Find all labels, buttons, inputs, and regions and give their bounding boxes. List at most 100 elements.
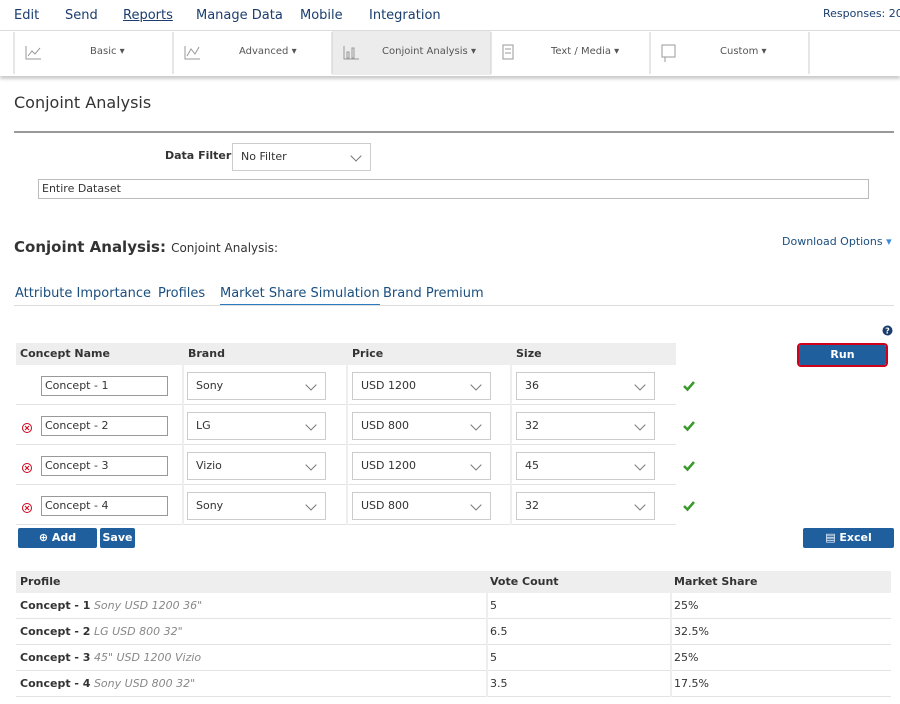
market-share: 25%	[674, 599, 699, 612]
tab[interactable]: Profiles	[158, 286, 206, 301]
column-separator	[510, 485, 512, 525]
profile-cell: Concept - 4 Sony USD 800 32"	[20, 677, 195, 690]
filter-label: Data Filter	[165, 149, 232, 162]
market-share: 32.5%	[674, 625, 709, 638]
attribute-select[interactable]: Sony	[187, 492, 326, 520]
column-separator	[510, 405, 512, 445]
profile-description: 45" USD 1200 Vizio	[93, 651, 202, 664]
column-separator	[510, 365, 512, 405]
toolbar-label: Text / Media	[551, 46, 611, 57]
attribute-select[interactable]: Sony	[187, 372, 326, 400]
column-separator	[670, 671, 672, 697]
download-options[interactable]: Download Options ▾	[782, 235, 892, 248]
column-header: Market Share	[674, 575, 758, 588]
toolbar-item[interactable]: Custom ▾	[720, 46, 767, 57]
menu-item[interactable]: Mobile	[300, 8, 343, 23]
profile-description: Sony USD 800 32"	[93, 677, 196, 690]
remove-icon[interactable]	[21, 419, 33, 433]
menu-item[interactable]: Send	[65, 8, 98, 23]
concept-name-input[interactable]: Concept - 4	[41, 496, 168, 516]
row-separator	[16, 670, 891, 671]
column-separator	[182, 405, 184, 445]
column-header: Vote Count	[490, 575, 559, 588]
attribute-select[interactable]: USD 800	[352, 492, 491, 520]
column-separator	[182, 365, 184, 405]
concept-header	[16, 343, 676, 365]
row-separator	[16, 644, 891, 645]
dataset-box: Entire Dataset	[38, 179, 869, 199]
tab[interactable]: Attribute Importance	[15, 286, 152, 301]
section-heading: Conjoint Analysis: Conjoint Analysis:	[14, 237, 278, 256]
menu-item[interactable]: Manage Data	[196, 8, 283, 23]
column-separator	[486, 619, 488, 645]
page-title: Conjoint Analysis	[14, 93, 152, 112]
excel-report-button[interactable]: ▤ Excel Report	[803, 528, 894, 564]
concept-name-input[interactable]: Concept - 1	[41, 376, 168, 396]
column-separator	[670, 593, 672, 619]
toolbar-selected	[332, 31, 491, 75]
attribute-select[interactable]: USD 800	[352, 412, 491, 440]
valid-icon	[682, 378, 696, 392]
button-label: Add Profile	[37, 531, 78, 564]
column-header: Size	[516, 347, 542, 360]
menu-item[interactable]: Integration	[369, 8, 441, 23]
vote-count: 3.5	[490, 677, 508, 690]
vote-count: 5	[490, 599, 497, 612]
profile-description: Sony USD 1200 36"	[93, 599, 203, 612]
column-separator	[510, 445, 512, 485]
save-button[interactable]: Save	[100, 528, 135, 548]
valid-icon	[682, 458, 696, 472]
toolbar-item[interactable]: Advanced ▾	[239, 46, 297, 57]
column-header: Price	[352, 347, 384, 360]
attribute-select[interactable]: 45	[516, 452, 655, 480]
column-header: Concept Name	[20, 347, 110, 360]
column-separator	[486, 593, 488, 619]
market-share: 17.5%	[674, 677, 709, 690]
attribute-select[interactable]: LG	[187, 412, 326, 440]
results-header	[16, 571, 891, 593]
toolbar-item[interactable]: Basic ▾	[90, 46, 125, 57]
column-separator	[486, 671, 488, 697]
help-icon[interactable]: ?	[882, 325, 893, 336]
row-separator	[16, 696, 891, 697]
menu-bar	[0, 0, 900, 30]
menu-item[interactable]: Edit	[14, 8, 40, 23]
attribute-select[interactable]: Vizio	[187, 452, 326, 480]
attribute-select[interactable]: 32	[516, 412, 655, 440]
attribute-select[interactable]: USD 1200	[352, 372, 491, 400]
concept-name-input[interactable]: Concept - 3	[41, 456, 168, 476]
run-simulation-button[interactable]: Run Simulation	[797, 343, 888, 381]
column-separator	[346, 485, 348, 525]
attribute-select[interactable]: 36	[516, 372, 655, 400]
tab[interactable]: Brand Premium	[383, 286, 484, 301]
vote-count: 5	[490, 651, 497, 664]
profile-description: LG USD 800 32"	[93, 625, 183, 638]
remove-icon[interactable]	[21, 459, 33, 473]
valid-icon	[682, 418, 696, 432]
tab-active[interactable]: Market Share Simulation	[220, 286, 380, 306]
attribute-select[interactable]: USD 1200	[352, 452, 491, 480]
column-separator	[670, 645, 672, 671]
add-profile-button[interactable]: ⊕ Add Profile	[18, 528, 97, 564]
column-separator	[182, 445, 184, 485]
remove-icon[interactable]	[21, 499, 33, 513]
button-label: Excel Report	[827, 531, 872, 564]
responses: Responses: 20	[823, 7, 900, 20]
filter-select[interactable]: No Filter	[232, 143, 371, 171]
profile-name: Concept - 2	[20, 625, 91, 638]
toolbar-item[interactable]: Text / Media ▾	[551, 46, 620, 57]
menu-item[interactable]: Reports	[123, 8, 173, 23]
attribute-select[interactable]: 32	[516, 492, 655, 520]
column-separator	[486, 645, 488, 671]
toolbar-label: Custom	[720, 46, 759, 57]
market-share: 25%	[674, 651, 699, 664]
section-title: Conjoint Analysis:	[14, 238, 166, 256]
concept-name-input[interactable]: Concept - 2	[41, 416, 168, 436]
column-separator	[346, 445, 348, 485]
tab-line	[14, 305, 894, 306]
download-label: Download Options	[782, 235, 883, 248]
column-separator	[182, 485, 184, 525]
toolbar-item[interactable]: Conjoint Analysis ▾	[382, 46, 476, 57]
toolbar-icons	[13, 32, 810, 74]
